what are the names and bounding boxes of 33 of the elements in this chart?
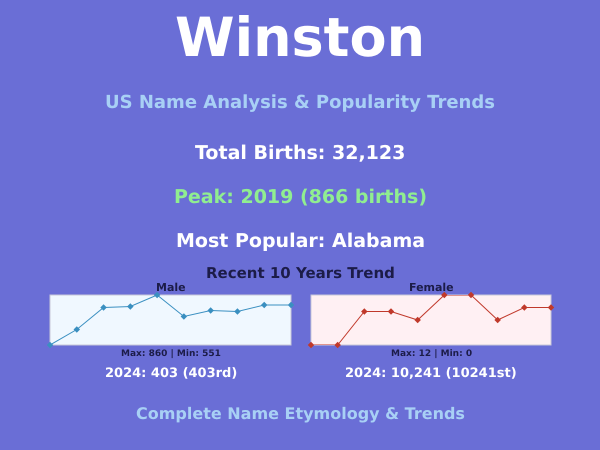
text: Most Popular: Alabama (176, 230, 426, 252)
point (521, 304, 528, 311)
point (494, 316, 501, 324)
point (414, 316, 421, 324)
text: Recent 10 Years Trend (206, 264, 395, 282)
point (468, 292, 474, 298)
chart-title: Female (409, 281, 454, 294)
point (74, 326, 80, 333)
text: Max: 12 | Min: 0 (391, 349, 472, 359)
point (441, 292, 448, 298)
point (260, 302, 268, 308)
text: 2024: 403 (403rd) (105, 366, 238, 381)
point (207, 307, 214, 314)
text: US Name Analysis & Popularity Trends (105, 92, 495, 113)
point (308, 342, 314, 348)
text: Winston (175, 6, 426, 69)
point (388, 308, 394, 315)
point (180, 313, 188, 320)
text: Max: 860 | Min: 551 (121, 349, 221, 359)
text: 2024: 10,241 (10241st) (345, 366, 517, 381)
point (548, 304, 554, 311)
point (154, 292, 160, 298)
point (100, 304, 107, 311)
chart-title: Male (156, 281, 186, 294)
text: Complete Name Etymology & Trends (136, 404, 465, 423)
point (127, 303, 134, 310)
point (234, 308, 241, 315)
text: Peak: 2019 (866 births) (174, 186, 428, 208)
point (288, 302, 294, 308)
point (46, 342, 54, 348)
point (334, 342, 341, 348)
point (361, 308, 368, 315)
text: Total Births: 32,123 (195, 142, 406, 164)
